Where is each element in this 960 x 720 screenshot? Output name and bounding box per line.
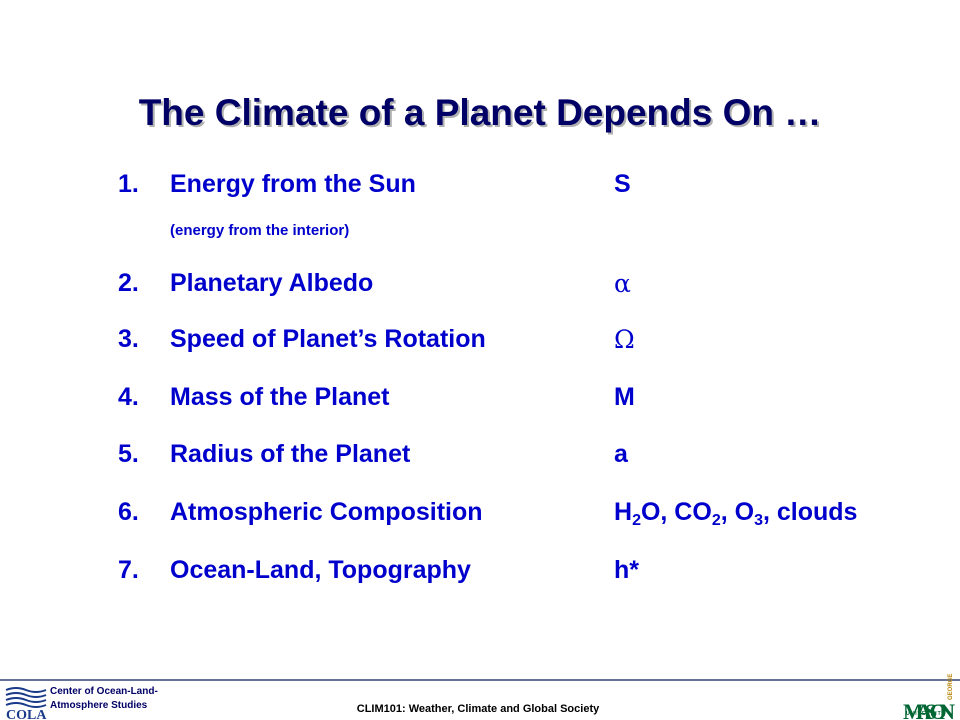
item-label: Planetary Albedo xyxy=(170,269,374,297)
symbol-part: a xyxy=(614,440,628,468)
univ-name: MASON xyxy=(903,699,955,720)
item-number: 5. xyxy=(118,440,139,468)
symbol-part: S xyxy=(614,170,631,198)
symbol-part: 2 xyxy=(632,512,641,529)
symbol-part: 2 xyxy=(711,512,721,529)
cola-logo: COLA xyxy=(6,708,47,720)
item-number: 3. xyxy=(118,325,139,353)
item-number: 1. xyxy=(118,170,139,198)
symbol-part: 3 xyxy=(754,512,763,529)
item-number: 4. xyxy=(118,383,139,411)
item-note: (energy from the interior) xyxy=(170,222,350,239)
symbol-part: H xyxy=(614,498,633,526)
item-label: Speed of Planet’s Rotation xyxy=(170,325,486,353)
org-line: Atmosphere Studies xyxy=(50,700,148,711)
symbol-part: α xyxy=(614,269,631,298)
item-symbol: M xyxy=(614,383,635,412)
symbol-part: h* xyxy=(614,556,639,584)
slide-title: The Climate of a Planet Depends On … xyxy=(138,92,822,133)
symbol-part: M xyxy=(614,383,635,411)
item-symbol: a xyxy=(614,440,628,469)
item-symbol: Ω xyxy=(614,325,635,355)
course-name: CLIM101: Weather, Climate and Global Soc… xyxy=(356,703,600,715)
univ-bottom: UNIVERSITY xyxy=(906,711,947,717)
org-line: Center of Ocean-Land- xyxy=(50,686,158,697)
item-number: 2. xyxy=(118,269,139,297)
cola-waves xyxy=(5,687,47,708)
symbol-part: O, CO xyxy=(640,498,712,526)
symbol-part: , O xyxy=(720,498,755,526)
item-number: 7. xyxy=(118,556,139,584)
symbol-part: , clouds xyxy=(762,498,858,526)
item-symbol: H2O, CO2, O3, clouds xyxy=(614,498,858,529)
univ-top: GEORGE xyxy=(948,674,954,700)
item-label: Ocean-Land, Topography xyxy=(170,556,471,584)
item-symbol: h* xyxy=(614,556,639,585)
item-label: Radius of the Planet xyxy=(170,440,411,468)
item-label: Energy from the Sun xyxy=(170,170,416,198)
item-number: 6. xyxy=(118,498,139,526)
item-label: Mass of the Planet xyxy=(170,383,390,411)
item-symbol: α xyxy=(614,269,631,299)
symbol-part: Ω xyxy=(614,325,635,354)
item-label: Atmospheric Composition xyxy=(170,498,483,526)
item-symbol: S xyxy=(614,170,631,199)
